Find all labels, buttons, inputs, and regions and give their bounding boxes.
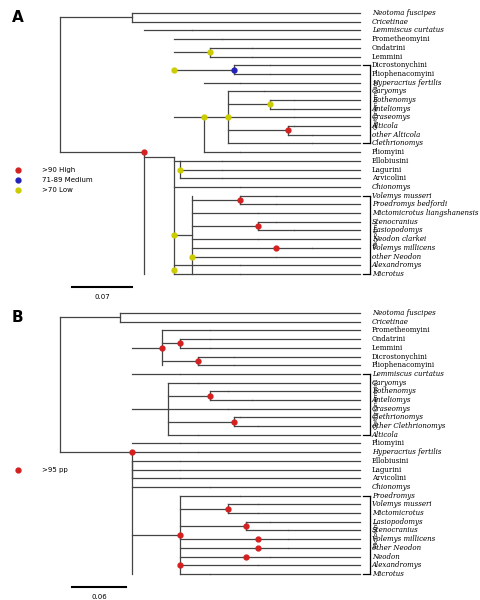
Text: Proedromys bedfordi: Proedromys bedfordi: [372, 200, 447, 208]
Text: Dicrostonychini: Dicrostonychini: [372, 61, 428, 69]
Text: Alexandromys: Alexandromys: [372, 261, 422, 269]
Text: Arvicolini: Arvicolini: [372, 174, 406, 182]
Text: Eothenomys: Eothenomys: [372, 388, 416, 395]
Text: Volemys musseri: Volemys musseri: [372, 500, 432, 508]
Text: Clethrionomyini: Clethrionomyini: [373, 379, 378, 430]
Text: Neodon clarkei: Neodon clarkei: [372, 235, 426, 243]
Text: Stenocranius: Stenocranius: [372, 526, 419, 535]
Text: Neodon: Neodon: [372, 553, 400, 560]
Text: Ellobiusini: Ellobiusini: [372, 157, 409, 165]
Text: Eothenomys: Eothenomys: [372, 96, 416, 104]
Text: Anteliomys: Anteliomys: [372, 396, 411, 404]
Text: Pliophenacomyini: Pliophenacomyini: [372, 70, 435, 78]
Text: other Neodon: other Neodon: [372, 544, 421, 552]
Text: other Clethrionomys: other Clethrionomys: [372, 422, 445, 430]
Text: >95 pp: >95 pp: [42, 467, 68, 473]
Text: Clethrionomys: Clethrionomys: [372, 139, 424, 148]
Text: Anteliomys: Anteliomys: [372, 104, 411, 113]
Text: Chionomys: Chionomys: [372, 483, 411, 491]
Text: Stenocranius: Stenocranius: [372, 218, 419, 226]
Text: B: B: [12, 310, 24, 325]
Text: Arvicolini: Arvicolini: [372, 474, 406, 482]
Text: Microtus: Microtus: [372, 570, 404, 578]
Text: Dicrostonychini: Dicrostonychini: [372, 353, 428, 361]
Text: Ondatrini: Ondatrini: [372, 44, 406, 52]
Text: Prometheomyini: Prometheomyini: [372, 35, 431, 43]
Text: Caryomys: Caryomys: [372, 379, 408, 386]
Text: Craseomys: Craseomys: [372, 404, 411, 413]
Text: Alticola: Alticola: [372, 431, 399, 439]
Text: Pliomyini: Pliomyini: [372, 148, 405, 156]
Text: Pliophenacomyini: Pliophenacomyini: [372, 361, 435, 369]
Text: Lemmini: Lemmini: [372, 344, 403, 352]
Text: 71-89 Medium: 71-89 Medium: [42, 177, 93, 183]
Text: Mictomicrotus liangshanensis: Mictomicrotus liangshanensis: [372, 209, 479, 217]
Text: Lasiopodomys: Lasiopodomys: [372, 226, 422, 235]
Text: Craseomys: Craseomys: [372, 113, 411, 121]
Text: Neotoma fuscipes: Neotoma fuscipes: [372, 309, 436, 317]
Text: >90 High: >90 High: [42, 167, 75, 173]
Text: Alticola: Alticola: [372, 122, 399, 130]
Text: Chionomys: Chionomys: [372, 183, 411, 191]
Text: Pliomyini: Pliomyini: [372, 439, 405, 448]
Text: Hyperacrius fertilis: Hyperacrius fertilis: [372, 79, 442, 86]
Text: Alexandromys: Alexandromys: [372, 561, 422, 569]
Text: >70 Low: >70 Low: [42, 187, 73, 193]
Text: Ondatrini: Ondatrini: [372, 335, 406, 343]
Text: Microtini: Microtini: [373, 521, 378, 548]
Text: Cricetinae: Cricetinae: [372, 18, 409, 26]
Text: A: A: [12, 10, 24, 25]
Text: Ellobiusini: Ellobiusini: [372, 457, 409, 465]
Text: Lemmiscus curtatus: Lemmiscus curtatus: [372, 26, 444, 34]
Text: other Alticola: other Alticola: [372, 131, 420, 139]
Text: Lemmini: Lemmini: [372, 53, 403, 61]
Text: Clethrionomyini: Clethrionomyini: [373, 79, 378, 130]
Text: Volemys millicens: Volemys millicens: [372, 244, 435, 252]
Text: Cricetinae: Cricetinae: [372, 318, 409, 326]
Text: Clethrionomys: Clethrionomys: [372, 413, 424, 421]
Text: Prometheomyini: Prometheomyini: [372, 326, 431, 334]
Text: Neotoma fuscipes: Neotoma fuscipes: [372, 9, 436, 17]
Text: other Neodon: other Neodon: [372, 253, 421, 260]
Text: Lasiopodomys: Lasiopodomys: [372, 518, 422, 526]
Text: 0.06: 0.06: [91, 594, 107, 600]
Text: Microtini: Microtini: [373, 221, 378, 248]
Text: Lemmiscus curtatus: Lemmiscus curtatus: [372, 370, 444, 378]
Text: Lagurini: Lagurini: [372, 466, 402, 473]
Text: 0.07: 0.07: [94, 294, 110, 300]
Text: Microtus: Microtus: [372, 270, 404, 278]
Text: Lagurini: Lagurini: [372, 166, 402, 173]
Text: Hyperacrius fertilis: Hyperacrius fertilis: [372, 448, 442, 456]
Text: Mictomicrotus: Mictomicrotus: [372, 509, 424, 517]
Text: Volemys musseri: Volemys musseri: [372, 191, 432, 200]
Text: Proedromys: Proedromys: [372, 491, 415, 500]
Text: Volemys millicens: Volemys millicens: [372, 535, 435, 543]
Text: Caryomys: Caryomys: [372, 88, 408, 95]
